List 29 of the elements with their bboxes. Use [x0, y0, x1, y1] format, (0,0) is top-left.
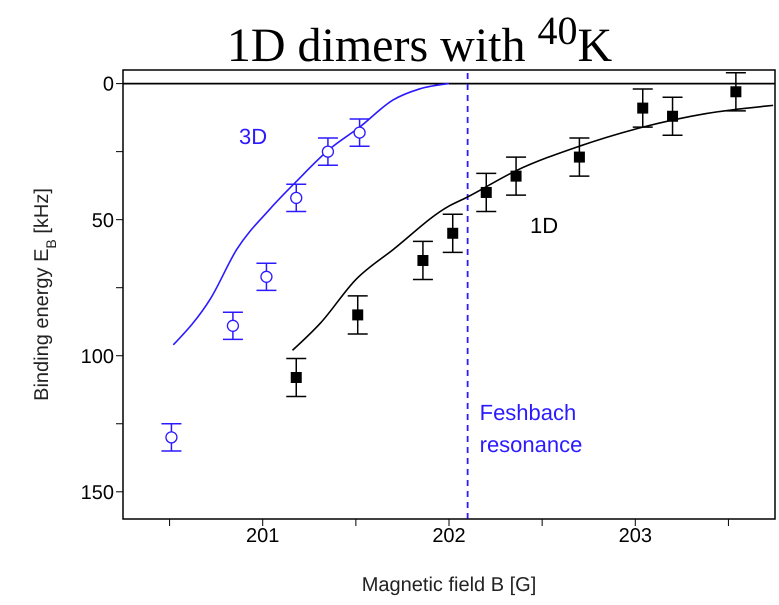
y-tick-label: 50	[92, 210, 114, 232]
point	[352, 309, 364, 320]
point	[480, 186, 492, 198]
y-tick-label: 100	[80, 346, 114, 368]
point	[260, 270, 273, 283]
text: 3D	[239, 124, 268, 150]
point	[290, 192, 302, 204]
chart-title: 1D dimers with $^{40}$K	[226, 8, 612, 72]
point	[353, 126, 366, 139]
point	[667, 110, 678, 122]
x-tick-label: 203	[618, 525, 652, 548]
ref-line-label: Feshbach resonance	[480, 400, 582, 458]
x-axis-title: Magnetic field B [G]	[362, 574, 536, 596]
point	[637, 102, 648, 114]
line-series	[172, 82, 450, 346]
point	[226, 320, 240, 332]
point	[290, 372, 302, 383]
point	[730, 86, 742, 98]
y-tick-label: 150	[80, 482, 114, 504]
point	[165, 431, 178, 444]
point	[322, 145, 334, 158]
point	[417, 254, 428, 266]
x-tick-label: 202	[432, 525, 466, 548]
x-tick-label: 201	[246, 525, 280, 548]
series-label: 1D	[530, 213, 558, 239]
point	[510, 170, 522, 182]
point	[447, 228, 458, 239]
point	[574, 152, 585, 163]
y-tick-label: 0	[102, 74, 114, 96]
